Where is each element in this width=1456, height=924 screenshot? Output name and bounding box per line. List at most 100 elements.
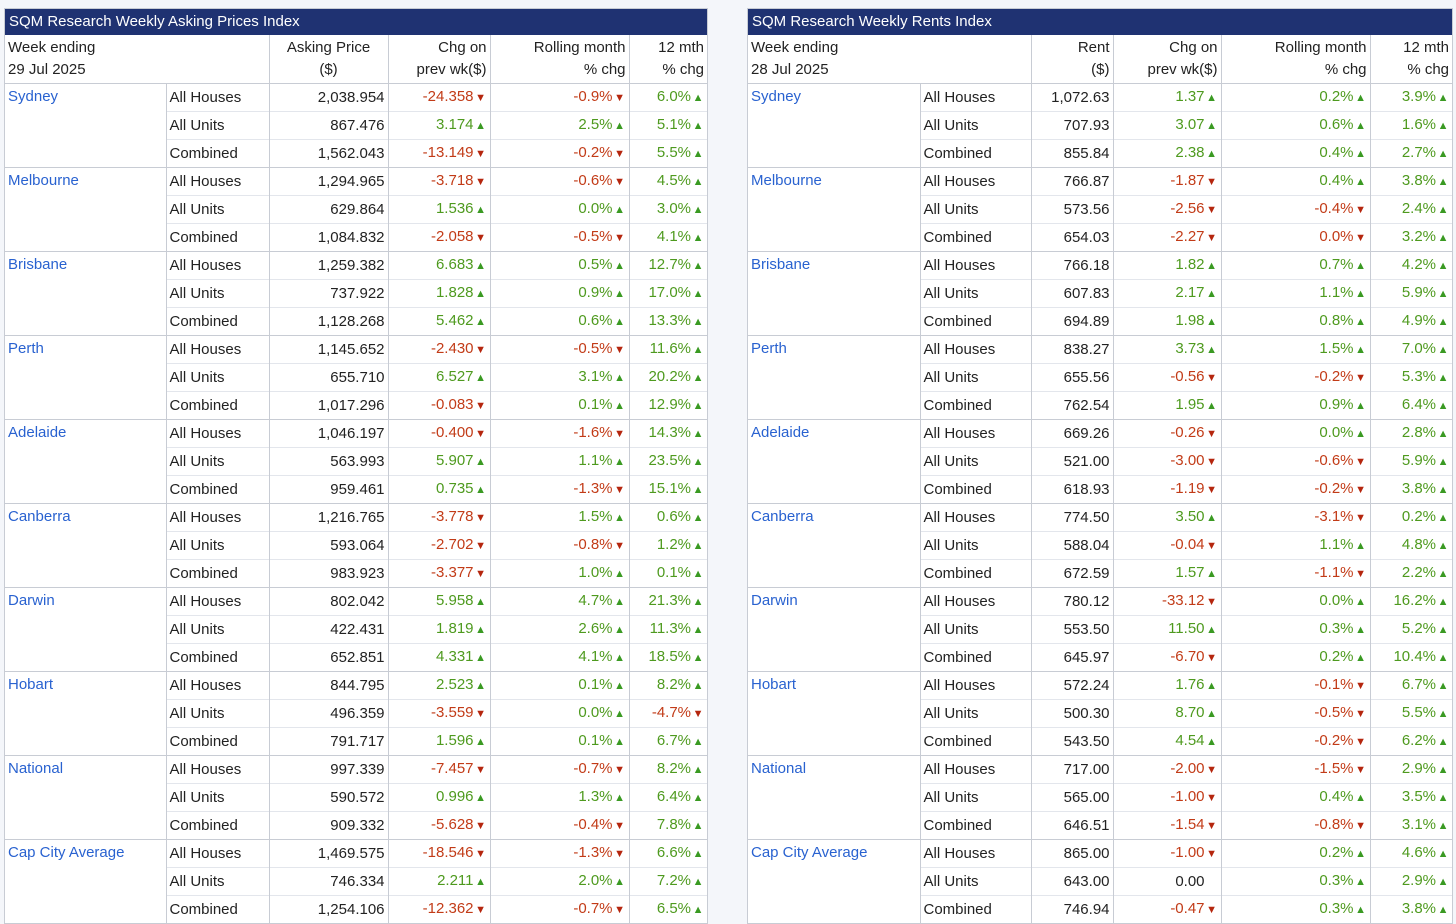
triangle-down-icon: ▼ — [475, 512, 486, 524]
change-value: 0.2% — [1319, 844, 1354, 861]
change-value: 0.0% — [578, 704, 613, 721]
index-value: 1,084.832 — [268, 223, 389, 252]
triangle-up-icon: ▲ — [1206, 680, 1217, 692]
twelve-month-change: 4.8% ▲ — [1369, 531, 1453, 560]
table-row: Combined 645.97 -6.70 ▼ 0.2% ▲ 10.4% ▲ — [748, 643, 1453, 672]
index-value: 1,254.106 — [268, 895, 389, 923]
rolling-month-change: -0.2% ▼ — [1220, 363, 1371, 392]
property-type: All Units — [165, 615, 270, 644]
weekly-change: 3.07 ▲ — [1112, 111, 1222, 140]
triangle-up-icon: ▲ — [1437, 204, 1449, 216]
change-value: -0.2% — [573, 144, 613, 161]
weekly-change: 1.76 ▲ — [1112, 671, 1222, 700]
change-value: -13.149 — [422, 144, 474, 161]
triangle-up-icon: ▲ — [1206, 92, 1217, 104]
triangle-up-icon: ▲ — [614, 372, 625, 384]
rolling-month-change: -1.5% ▼ — [1220, 755, 1371, 784]
weekly-change: 2.211 ▲ — [387, 867, 491, 896]
property-type: Combined — [165, 139, 270, 168]
triangle-down-icon: ▼ — [614, 428, 625, 440]
weekly-change: 4.54 ▲ — [1112, 727, 1222, 756]
triangle-up-icon: ▲ — [1437, 344, 1449, 356]
triangle-up-icon: ▲ — [1206, 344, 1217, 356]
yr-unit: % chg — [628, 59, 708, 84]
twelve-month-change: 11.6% ▲ — [628, 335, 708, 364]
change-value: -0.8% — [573, 536, 613, 553]
weekly-change: -3.718 ▼ — [387, 167, 491, 196]
rolling-month-change: 1.1% ▲ — [1220, 531, 1371, 560]
weekly-change: 1.95 ▲ — [1112, 391, 1222, 420]
property-type: Combined — [919, 895, 1032, 923]
change-value: 6.0% — [656, 88, 692, 105]
weekly-change: 11.50 ▲ — [1112, 615, 1222, 644]
city-name: Cap City Average — [5, 839, 166, 923]
triangle-up-icon: ▲ — [692, 540, 704, 552]
weekly-change: -2.56 ▼ — [1112, 195, 1222, 224]
asking-prices-panel: SQM Research Weekly Asking Prices Index … — [4, 8, 708, 924]
table-row: Combined 791.717 1.596 ▲ 0.1% ▲ 6.7% ▲ — [5, 727, 708, 756]
triangle-up-icon: ▲ — [692, 568, 704, 580]
table-row: Combined 959.461 0.735 ▲ -1.3% ▼ 15.1% ▲ — [5, 475, 708, 504]
change-value: -1.6% — [573, 424, 613, 441]
triangle-up-icon: ▲ — [1437, 176, 1449, 188]
weekly-change: -2.702 ▼ — [387, 531, 491, 560]
index-value: 780.12 — [1030, 587, 1114, 616]
triangle-down-icon: ▼ — [475, 904, 486, 916]
triangle-down-icon: ▼ — [614, 484, 625, 496]
table-row: Combined 672.59 1.57 ▲ -1.1% ▼ 2.2% ▲ — [748, 559, 1453, 588]
triangle-up-icon: ▲ — [1206, 288, 1217, 300]
triangle-up-icon: ▲ — [614, 512, 625, 524]
triangle-down-icon: ▼ — [1355, 372, 1366, 384]
change-value: 5.5% — [1401, 704, 1437, 721]
index-value: 618.93 — [1030, 475, 1114, 504]
change-value: -1.00 — [1170, 844, 1205, 861]
change-value: -3.377 — [430, 564, 474, 581]
twelve-month-change: 4.1% ▲ — [628, 223, 708, 252]
triangle-up-icon: ▲ — [692, 848, 704, 860]
index-value: 565.00 — [1030, 783, 1114, 812]
triangle-up-icon: ▲ — [1437, 876, 1449, 888]
change-value: -0.04 — [1170, 536, 1205, 553]
triangle-up-icon: ▲ — [614, 288, 625, 300]
table-row: Combined 654.03 -2.27 ▼ 0.0% ▼ 3.2% ▲ — [748, 223, 1453, 252]
weekly-change: -1.87 ▼ — [1112, 167, 1222, 196]
week-label: Week ending — [751, 39, 839, 56]
change-value: 2.4% — [1401, 200, 1437, 217]
change-value: 0.00 — [1175, 872, 1205, 890]
change-value: 0.5% — [578, 256, 613, 273]
rolling-month-change: -0.5% ▼ — [489, 223, 630, 252]
property-type: All Units — [165, 111, 270, 140]
change-value: 23.5% — [648, 452, 692, 469]
change-value: 6.7% — [1401, 676, 1437, 693]
change-value: 8.2% — [656, 676, 692, 693]
twelve-month-change: 12.7% ▲ — [628, 251, 708, 280]
change-value: -4.7% — [651, 704, 692, 721]
twelve-month-change: 2.8% ▲ — [1369, 419, 1453, 448]
property-type: All Units — [165, 279, 270, 308]
table-row: All Units 707.93 3.07 ▲ 0.6% ▲ 1.6% ▲ — [748, 111, 1453, 140]
triangle-up-icon: ▲ — [1437, 904, 1449, 916]
weekly-change: 0.735 ▲ — [387, 475, 491, 504]
change-value: 1.536 — [435, 200, 474, 217]
property-type: Combined — [165, 223, 270, 252]
triangle-up-icon: ▲ — [692, 92, 704, 104]
twelve-month-change: 4.6% ▲ — [1369, 839, 1453, 868]
triangle-up-icon: ▲ — [692, 904, 704, 916]
triangle-up-icon: ▲ — [1437, 764, 1449, 776]
triangle-down-icon: ▼ — [475, 764, 486, 776]
change-value: 6.4% — [1401, 396, 1437, 413]
twelve-month-change: 7.2% ▲ — [628, 867, 708, 896]
change-value: 3.2% — [1401, 228, 1437, 245]
twelve-month-change: 12.9% ▲ — [628, 391, 708, 420]
change-value: -0.56 — [1170, 368, 1205, 385]
triangle-down-icon: ▼ — [475, 344, 486, 356]
weekly-change: 6.683 ▲ — [387, 251, 491, 280]
twelve-month-change: 3.9% ▲ — [1369, 83, 1453, 112]
rolling-month-change: 0.4% ▲ — [1220, 783, 1371, 812]
change-value: 5.5% — [656, 144, 692, 161]
rolling-month-change: 0.2% ▲ — [1220, 839, 1371, 868]
roll-unit: % chg — [1220, 59, 1371, 84]
weekly-change: -13.149 ▼ — [387, 139, 491, 168]
triangle-up-icon: ▲ — [692, 680, 704, 692]
twelve-month-change: 20.2% ▲ — [628, 363, 708, 392]
